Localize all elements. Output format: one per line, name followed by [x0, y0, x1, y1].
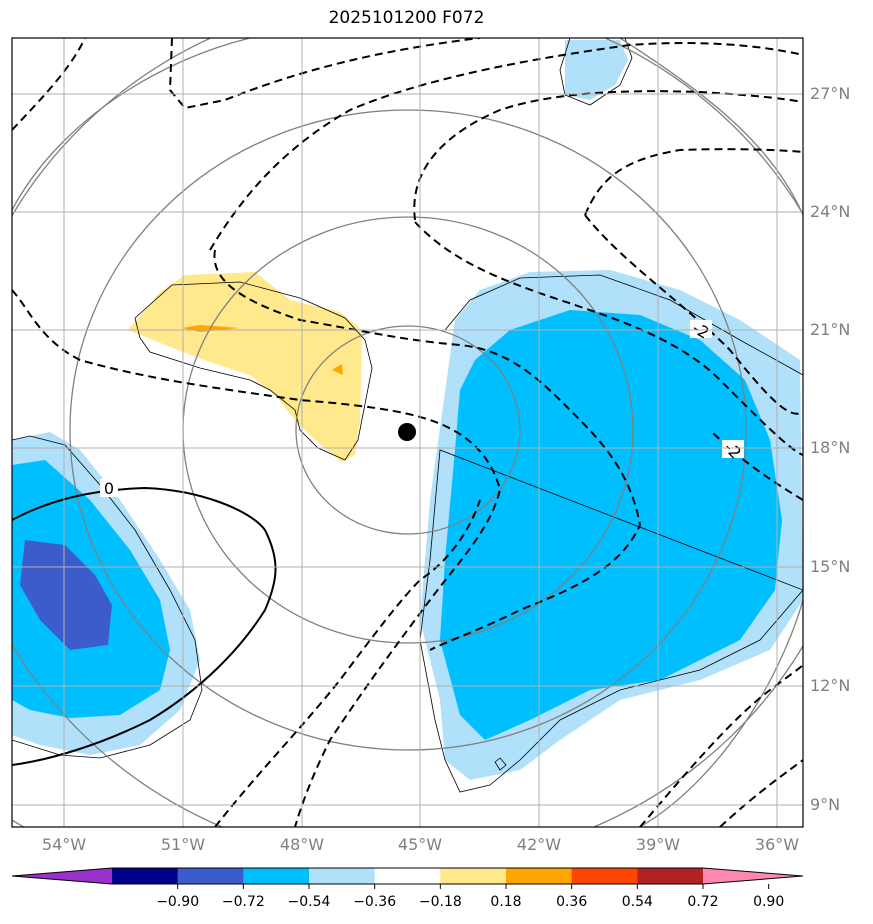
colorbar-bin — [374, 868, 441, 884]
colorbar-tick-label: 0.72 — [687, 894, 718, 910]
lat-label-15n: 15°N — [810, 557, 850, 576]
colorbar-bin — [440, 868, 507, 884]
colorbar-bin — [243, 868, 310, 884]
colorbar-bin — [571, 868, 638, 884]
colorbar-bin — [637, 868, 704, 884]
colorbar-tick-label: −0.90 — [156, 894, 199, 910]
colorbar-tick-label: −0.36 — [353, 894, 396, 910]
yellow-region — [128, 272, 362, 462]
lat-label-27n: 27°N — [810, 84, 850, 103]
lat-label-18n: 18°N — [810, 438, 850, 457]
colorbar-tick-label: −0.72 — [222, 894, 265, 910]
colorbar-tick-label: 0.54 — [622, 894, 653, 910]
lon-label-51w: 51°W — [161, 835, 205, 854]
lat-label-12n: 12°N — [810, 676, 850, 695]
colorbar-extend-low — [12, 868, 112, 884]
contour-label-zero: 0 — [104, 479, 114, 498]
colorbar-tick-label: −0.18 — [419, 894, 462, 910]
light-blue-region-north — [565, 40, 628, 100]
map-area — [12, 38, 803, 827]
colorbar-outline — [11, 867, 804, 885]
colorbar: −0.90 −0.72 −0.54 −0.36 −0.18 0.18 0.36 0.54 0.7… — [11, 867, 804, 910]
colorbar-tick-label: 0.90 — [753, 894, 784, 910]
orange-spot-east — [332, 364, 343, 375]
graticule — [12, 38, 803, 827]
latitude-labels: 27°N 24°N 21°N 18°N 15°N 12°N 9°N — [810, 84, 850, 814]
colorbar-extend-high — [703, 868, 803, 884]
shaded-field — [12, 40, 803, 780]
colorbar-bin — [309, 868, 376, 884]
colorbar-tick-label: −0.54 — [288, 894, 331, 910]
blue-region-east — [440, 310, 782, 740]
lat-label-21n: 21°N — [810, 320, 850, 339]
storm-center-marker — [398, 423, 416, 441]
longitude-labels: 54°W 51°W 48°W 45°W 42°W 39°W 36°W — [42, 835, 799, 854]
colorbar-bin — [112, 868, 179, 884]
colorbar-bin — [506, 868, 573, 884]
lon-label-36w: 36°W — [755, 835, 799, 854]
map-title: 2025101200 F072 — [328, 8, 485, 28]
lon-label-54w: 54°W — [42, 835, 86, 854]
lon-label-45w: 45°W — [398, 835, 442, 854]
map-frame — [11, 37, 804, 828]
colorbar-tick-label: 0.18 — [490, 894, 521, 910]
lon-label-48w: 48°W — [280, 835, 324, 854]
lon-label-42w: 42°W — [517, 835, 561, 854]
lon-label-39w: 39°W — [636, 835, 680, 854]
zero-contour — [12, 486, 277, 766]
colorbar-tick-label: 0.36 — [556, 894, 587, 910]
colorbar-bin — [177, 868, 244, 884]
lat-label-9n: 9°N — [810, 795, 840, 814]
lat-label-24n: 24°N — [810, 202, 850, 221]
